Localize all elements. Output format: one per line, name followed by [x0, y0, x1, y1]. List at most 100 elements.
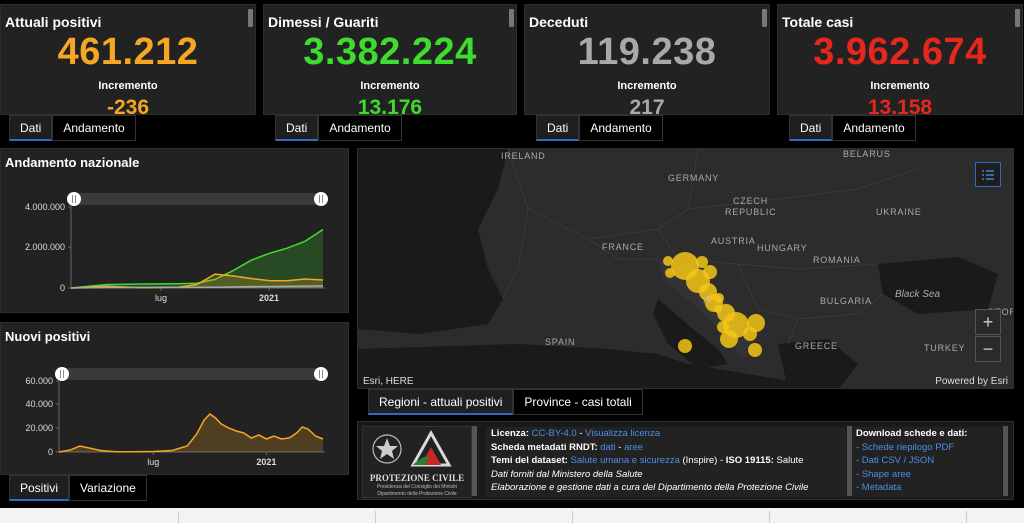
download-csv-json-link[interactable]: - Dati CSV / JSON [856, 455, 935, 466]
range-slider-handle-left[interactable] [67, 192, 81, 206]
map-view[interactable]: IRELAND BELARUS GERMANY CZECH REPUBLIC U… [357, 148, 1014, 389]
download-panel: Download schede e dati: - Schede riepilo… [852, 427, 1002, 497]
map-label-turkey: TURKEY [924, 343, 966, 353]
map-attribution[interactable]: Esri, HERE [363, 376, 414, 387]
stat-title: Deceduti [529, 14, 589, 30]
region-bubble[interactable] [665, 268, 675, 278]
separator: - [576, 428, 586, 439]
iso-label: ISO 19115: [725, 455, 774, 466]
range-slider-handle-left[interactable] [55, 367, 69, 381]
salute-umana-link[interactable]: Salute umana e sicurezza [570, 455, 680, 466]
protezione-civile-logo: PROTEZIONE CIVILE Presidenza del Consigl… [362, 426, 472, 498]
tab-andamento[interactable]: Andamento [579, 115, 663, 141]
legend-button[interactable] [975, 162, 1001, 187]
region-bubble[interactable] [696, 256, 708, 268]
stat-increment-label: Incremento [617, 80, 677, 92]
logo-subtitle-2: Dipartimento della Protezione Civile [377, 491, 457, 497]
nuovi-positivi-chart: 60.000 40.000 20.000 0 lug 2021 [25, 367, 328, 467]
metadati-aree-link[interactable]: aree [624, 441, 644, 453]
info-scrollbar[interactable] [472, 426, 477, 496]
series-area-0 [71, 229, 323, 288]
range-slider-track[interactable] [71, 193, 325, 205]
divider [375, 511, 376, 523]
download-shape-link[interactable]: - Shape aree [856, 468, 911, 480]
download-metadata-link[interactable]: - Metadata [856, 482, 902, 493]
download-title: Download schede e dati: [856, 428, 968, 439]
map-label-romania: ROMANIA [813, 255, 861, 265]
y-tick-label: 40.000 [25, 399, 53, 409]
tab-dati[interactable]: Dati [536, 115, 580, 141]
licenza-value-link[interactable]: CC-BY-4.0 [531, 428, 577, 439]
stat-panel-deceduti: Deceduti 119.238 Incremento 217 [524, 4, 770, 119]
scrollbar-thumb[interactable] [762, 9, 767, 27]
map-label-bulgaria: BULGARIA [820, 296, 872, 306]
map-label-belarus: BELARUS [843, 149, 891, 159]
tab-andamento[interactable]: Andamento [318, 115, 402, 141]
download-schede-pdf-link[interactable]: - Schede riepilogo PDF [856, 441, 955, 453]
chart-panel-nuovi-positivi: Nuovi positivi 60.000 40.000 20.000 0 lug 20… [0, 322, 349, 475]
y-tick-label: 4.000.000 [25, 202, 65, 212]
region-bubble[interactable] [714, 293, 724, 303]
chart-panel-andamento-nazionale: Andamento nazionale 4.000.000 2.000.000 0 … [0, 148, 349, 313]
tab-variazione[interactable]: Variazione [69, 475, 147, 501]
stat-increment-label: Incremento [870, 80, 930, 92]
stat-title: Attuali positivi [5, 14, 102, 30]
tab-dati[interactable]: Dati [789, 115, 833, 141]
temi-label: Temi del dataset: [491, 455, 568, 466]
zoom-in-button[interactable]: + [975, 309, 1001, 335]
y-tick-label: 0 [60, 283, 65, 293]
region-bubble[interactable] [748, 343, 762, 357]
scrollbar-thumb[interactable] [248, 9, 253, 27]
info-scrollbar-3[interactable] [1003, 426, 1008, 496]
region-bubble[interactable] [743, 327, 757, 341]
region-bubble[interactable] [663, 256, 673, 266]
licenza-line: Licenza: CC-BY-4.0 - Visualizza licenza [491, 427, 846, 441]
y-tick-label: 60.000 [25, 376, 53, 386]
powered-by-esri[interactable]: Powered by Esri [935, 376, 1008, 387]
zoom-out-button[interactable]: − [975, 336, 1001, 362]
visualizza-licenza-link[interactable]: Visualizza licenza [585, 428, 660, 439]
scrollbar-thumb[interactable] [1015, 9, 1020, 27]
tab-province[interactable]: Province - casi totali [513, 389, 643, 415]
map-label-black-sea: Black Sea [895, 289, 941, 300]
map-basemap [358, 149, 1013, 388]
divider [178, 511, 179, 523]
stat-increment: 13.176 [357, 96, 423, 119]
region-bubble[interactable] [720, 330, 738, 348]
map-label-france: FRANCE [602, 242, 644, 252]
region-bubble[interactable] [678, 339, 692, 353]
map-label-italy: IT [703, 295, 713, 305]
stat-value: 119.238 [577, 31, 717, 73]
tab-positivi[interactable]: Positivi [9, 475, 70, 501]
tab-andamento[interactable]: Andamento [832, 115, 916, 141]
stat-title: Dimessi / Guariti [268, 14, 379, 30]
scheda-label: Scheda metadati RNDT: [491, 441, 598, 453]
metadati-dati-link[interactable]: dati [600, 441, 616, 453]
stat-value: 461.212 [57, 31, 199, 73]
chart-tabs: Positivi Variazione [9, 475, 147, 501]
map-label-republic: REPUBLIC [725, 207, 777, 217]
map-label-czech: CZECH [733, 196, 768, 206]
map-label-germany: GERMANY [668, 173, 720, 183]
region-bubble[interactable] [717, 321, 729, 333]
stat-panel-attuali-positivi: Attuali positivi 461.212 Incremento -236 [0, 4, 256, 119]
x-tick-label: lug [155, 293, 167, 303]
y-tick-label: 2.000.000 [25, 242, 65, 252]
region-bubble[interactable] [703, 265, 717, 279]
tab-dati[interactable]: Dati [275, 115, 319, 141]
range-slider-track[interactable] [59, 368, 325, 380]
logo-title: PROTEZIONE CIVILE [369, 473, 465, 483]
x-tick-label: lug [147, 457, 159, 467]
map-label-austria: AUSTRIA [711, 236, 756, 246]
x-tick-label: 2021 [259, 293, 279, 303]
scrollbar-thumb[interactable] [509, 9, 514, 27]
region-bubble[interactable] [714, 305, 722, 313]
tab-regioni[interactable]: Regioni - attuali positivi [368, 389, 514, 415]
info-scrollbar-2[interactable] [847, 426, 852, 496]
range-slider-handle-right[interactable] [314, 192, 328, 206]
range-slider-handle-right[interactable] [314, 367, 328, 381]
info-panel: PROTEZIONE CIVILE Presidenza del Consigl… [357, 421, 1014, 500]
logo-subtitle-1: Presidenza del Consiglio dei Ministri [376, 484, 458, 490]
tab-andamento[interactable]: Andamento [52, 115, 136, 141]
tab-dati[interactable]: Dati [9, 115, 53, 141]
